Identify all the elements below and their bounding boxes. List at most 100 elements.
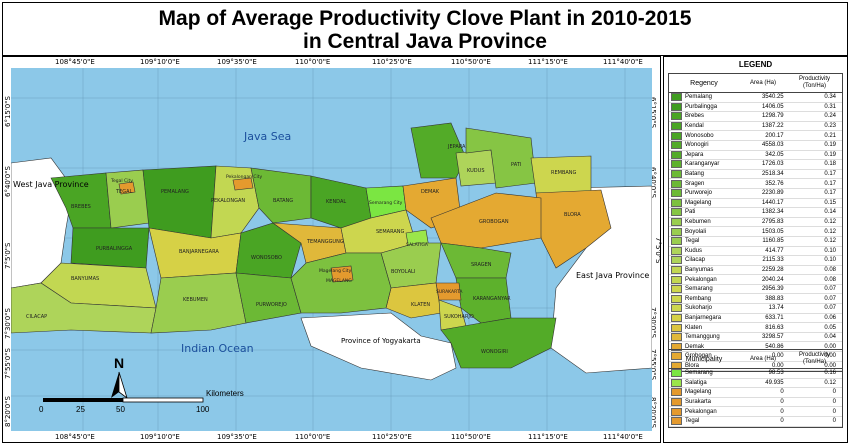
legend-swatch [671,313,682,322]
legend-name: Demak [685,343,705,350]
legend-row: Purbalingga 1406.05 0.31 [669,102,842,113]
legend-area: 1440.17 [761,199,784,206]
legend-productivity: 0.00 [824,353,836,360]
legend-row: Semarang 2956.39 0.07 [669,285,842,295]
legend-name: Temanggung [685,334,720,341]
legend-area: 0 [780,389,784,396]
legend-name: Kebumen [685,219,711,226]
legend-row: Klaten 816.63 0.05 [669,323,842,333]
legend-row: Tegal 0 0 [669,417,842,427]
lon-tick: 109°35'0"E [217,433,257,441]
label-magelang-city: Magelang City [319,268,352,274]
legend-productivity: 0.06 [824,314,836,321]
region-pemalang[interactable] [142,165,217,239]
legend-area: 1503.05 [761,228,784,235]
label-pati: PATI [511,162,521,168]
legend-swatch [671,323,682,332]
legend-swatch [671,189,682,198]
legend-swatch [671,122,682,131]
legend-name: Wonogiri [685,142,709,149]
legend-name: Pemalang [685,94,713,101]
svg-text:N: N [114,355,124,371]
title-box: Map of Average Productivity Clove Plant … [2,2,848,56]
legend-row: Sragen 352.76 0.17 [669,179,842,189]
legend-row: Semarang 98.53 0.16 [669,369,842,379]
legend-swatch [671,398,682,407]
legend-swatch [671,93,682,102]
label-pemalang: PEMALANG [161,189,189,195]
label-banjarnegara: BANJARNEGARA [179,249,219,255]
legend-productivity: 0.17 [824,171,836,178]
region-magelang-city[interactable] [330,265,354,283]
legend-name: Magelang [685,389,712,396]
legend-name: Tegal [685,418,700,425]
regency-rows: Pemalang 3540.25 0.34 Purbalingga 1406.05 0.3… [669,93,842,372]
label-purbalingga: PURBALINGGA [96,246,133,252]
legend-productivity: 0.15 [824,199,836,206]
legend-swatch [671,304,682,313]
region-wonogiri[interactable] [440,317,557,369]
legend-productivity: 0.34 [824,94,836,101]
region-magelang[interactable] [290,252,392,314]
region-tegal-city[interactable] [118,181,136,195]
label-jepara: JEPARA [447,144,466,150]
legend-name: Sragen [685,180,705,187]
label-purworejo: PURWOREJO [256,302,287,308]
lon-tick: 110°0'0"E [295,58,331,66]
regency-table: Regency Area (Ha) Productivity (Ton/Ha) … [668,73,843,373]
region-pati[interactable] [465,127,537,189]
legend-swatch [671,388,682,397]
lon-tick: 110°50'0"E [451,433,491,441]
east-java-land [550,185,652,374]
legend-productivity: 0.16 [824,370,836,377]
legend-productivity: 0.24 [824,113,836,120]
legend-name: Batang [685,171,705,178]
svg-text:50: 50 [116,405,125,414]
legend-row: Brebes 1298.79 0.24 [669,112,842,122]
lon-tick: 110°50'0"E [451,58,491,66]
legend-swatch [671,352,682,361]
legend-area: 540.86 [765,343,784,350]
legend-area: 633.71 [765,314,784,321]
legend-row: Tegal 1160.85 0.12 [669,237,842,247]
map-title-line-1: Map of Average Productivity Clove Plant … [158,7,692,30]
label-boyolali: BOYOLALI [391,269,415,275]
east-java-label: East Java Province [576,271,649,280]
lon-tick: 110°25'0"E [372,433,412,441]
legend-productivity: 0.07 [824,305,836,312]
legend-productivity: 0 [832,399,836,406]
legend-row: Pekalongan 2040.24 0.08 [669,275,842,285]
legend-area: 2518.34 [761,171,784,178]
legend-swatch [671,246,682,255]
legend-area: 2040.24 [761,276,784,283]
legend-row: Rembang 388.83 0.07 [669,294,842,305]
legend-area: 49.935 [765,379,784,386]
legend-area: 4558.03 [761,142,784,149]
regency-table-header: Regency Area (Ha) Productivity (Ton/Ha) [669,74,842,93]
label-klaten: KLATEN [411,302,430,308]
legend-name: Banyumas [685,266,714,273]
legend-area: 200.17 [765,132,784,139]
label-tegal-city: Tegal City [110,178,133,184]
scale-bar: 0 25 50 100 Kilometers [39,389,244,414]
region-sragen[interactable] [440,242,512,279]
legend-area: 1160.85 [762,238,784,245]
legend-area: 1298.79 [761,113,784,120]
region-wonosobo[interactable] [235,222,302,279]
map-panel[interactable]: 108°45'0"E 109°10'0"E 109°35'0"E 110°0'0… [2,56,662,443]
region-batang[interactable] [250,167,312,224]
legend-row: Jepara 342.05 0.19 [669,150,842,161]
legend-area: 1382.34 [761,209,784,216]
yogyakarta-land [300,312,457,381]
legend-row: Kendal 1387.22 0.23 [669,122,842,132]
region-kebumen[interactable] [150,272,247,334]
map-title-line-2: in Central Java Province [303,30,547,53]
label-brebes: BREBES [71,204,91,210]
legend-productivity: 0.07 [824,286,836,293]
legend-swatch [671,294,682,303]
legend-name: Surakarta [685,399,712,406]
regency-header: Regency [690,79,718,87]
region-pekalongan-city[interactable] [232,177,254,191]
lon-tick: 109°10'0"E [140,433,180,441]
legend-name: Tegal [685,238,700,245]
